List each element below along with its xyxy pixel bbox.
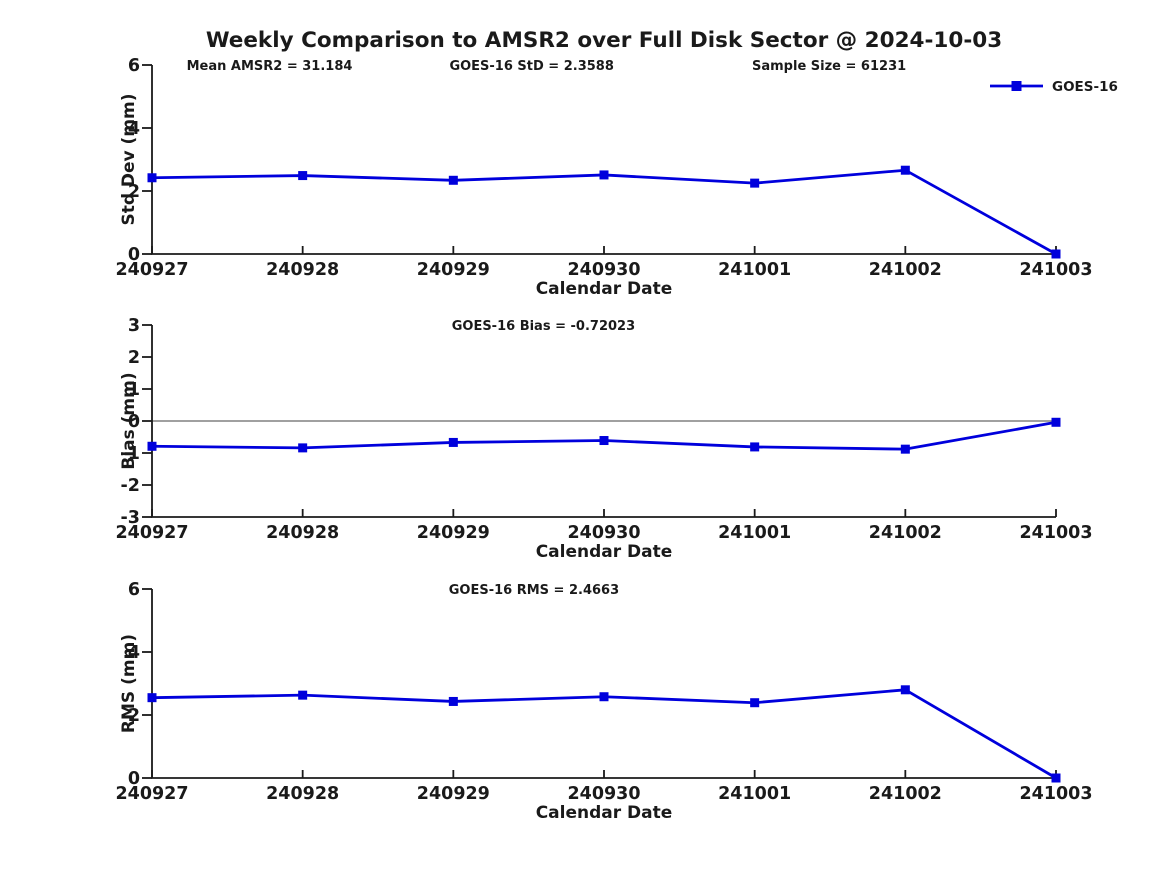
x-tick-label: 241003	[1019, 260, 1092, 280]
x-tick-label: 241002	[869, 260, 942, 280]
x-tick-label: 240930	[567, 523, 640, 543]
axis-spines	[151, 65, 1056, 255]
x-tick-label: 240929	[417, 784, 490, 804]
y-tick-label: 2	[128, 706, 140, 726]
legend: GOES-16	[990, 79, 1118, 95]
stat-annotation: Mean AMSR2 = 31.184	[187, 59, 353, 74]
x-tick-label: 241002	[869, 523, 942, 543]
data-point-marker	[448, 437, 458, 447]
data-point-marker	[298, 690, 308, 700]
x-tick-label: 240929	[417, 523, 490, 543]
y-axis-label: Bias (mm)	[119, 372, 139, 469]
x-tick-label: 240928	[266, 523, 339, 543]
x-tick-label: 241001	[718, 523, 791, 543]
x-tick-label: 240930	[567, 260, 640, 280]
stat-annotation: Sample Size = 61231	[752, 59, 906, 74]
axis-spines	[151, 589, 1056, 779]
data-point-marker	[900, 685, 910, 695]
x-tick-label: 240929	[417, 260, 490, 280]
data-point-marker	[750, 698, 760, 708]
y-tick-label: 4	[128, 643, 140, 663]
y-tick-label: 4	[128, 119, 140, 139]
y-tick-label: -3	[121, 508, 140, 528]
legend-label: GOES-16	[1052, 79, 1118, 95]
chart-title: Weekly Comparison to AMSR2 over Full Dis…	[206, 28, 1002, 53]
x-axis-label: Calendar Date	[536, 279, 673, 299]
x-tick-label: 241003	[1019, 784, 1092, 804]
x-tick-label: 240928	[266, 260, 339, 280]
stat-annotation: GOES-16 StD = 2.3588	[449, 59, 613, 74]
y-tick-label: 1	[128, 380, 140, 400]
data-point-marker	[298, 443, 308, 453]
x-tick-label: 240928	[266, 784, 339, 804]
x-tick-label: 240927	[115, 260, 188, 280]
y-tick-label: 0	[128, 245, 140, 265]
series-line	[151, 688, 1057, 780]
y-tick-label: -1	[121, 444, 140, 464]
plot-std-dev: 0 2 4 6 240927 240928 240929 240930 241001 241002…	[115, 56, 1092, 299]
data-point-marker	[147, 173, 157, 183]
series-line	[151, 168, 1057, 256]
y-axis-label: RMS (mm)	[119, 634, 139, 733]
x-tick-label: 241003	[1019, 523, 1092, 543]
y-tick-label: -2	[121, 476, 140, 496]
data-point-marker	[448, 175, 458, 185]
y-tick-label: 2	[128, 182, 140, 202]
data-point-marker	[599, 170, 609, 180]
y-tick-label: 6	[128, 56, 140, 76]
data-point-marker	[900, 444, 910, 454]
y-tick-label: 2	[128, 348, 140, 368]
series-line	[151, 420, 1057, 451]
y-tick-label: 3	[128, 316, 140, 336]
plot-rms: 0 2 4 6 240927 240928 240929 240930 241001 241002…	[115, 580, 1092, 823]
x-axis-label: Calendar Date	[536, 542, 673, 562]
data-point-marker	[147, 441, 157, 451]
x-tick-label: 240927	[115, 523, 188, 543]
x-tick-label: 241001	[718, 260, 791, 280]
data-point-marker	[1051, 417, 1061, 427]
y-tick-label: 0	[128, 769, 140, 789]
data-point-marker	[900, 165, 910, 175]
x-tick-label: 241002	[869, 784, 942, 804]
data-point-marker	[599, 436, 609, 446]
y-tick-label: 6	[128, 580, 140, 600]
stat-annotation: GOES-16 RMS = 2.4663	[449, 583, 619, 598]
data-point-marker	[147, 693, 157, 703]
data-point-marker	[599, 692, 609, 702]
data-point-marker	[298, 171, 308, 181]
x-tick-label: 240930	[567, 784, 640, 804]
data-point-marker	[448, 696, 458, 706]
y-tick-label: 0	[128, 412, 140, 432]
x-tick-label: 240927	[115, 784, 188, 804]
plot-bias: -3 -2 -1 0 1 2 3 240927 240928 240929 240930 241001…	[115, 316, 1092, 562]
x-axis-label: Calendar Date	[536, 803, 673, 823]
data-point-marker	[1051, 773, 1061, 783]
data-point-marker	[1051, 249, 1061, 259]
legend-marker-icon	[1011, 81, 1022, 91]
stat-annotation: GOES-16 Bias = -0.72023	[452, 319, 635, 334]
data-point-marker	[750, 178, 760, 188]
y-axis-label: Std Dev (mm)	[119, 93, 139, 225]
data-point-marker	[750, 442, 760, 452]
x-tick-label: 241001	[718, 784, 791, 804]
